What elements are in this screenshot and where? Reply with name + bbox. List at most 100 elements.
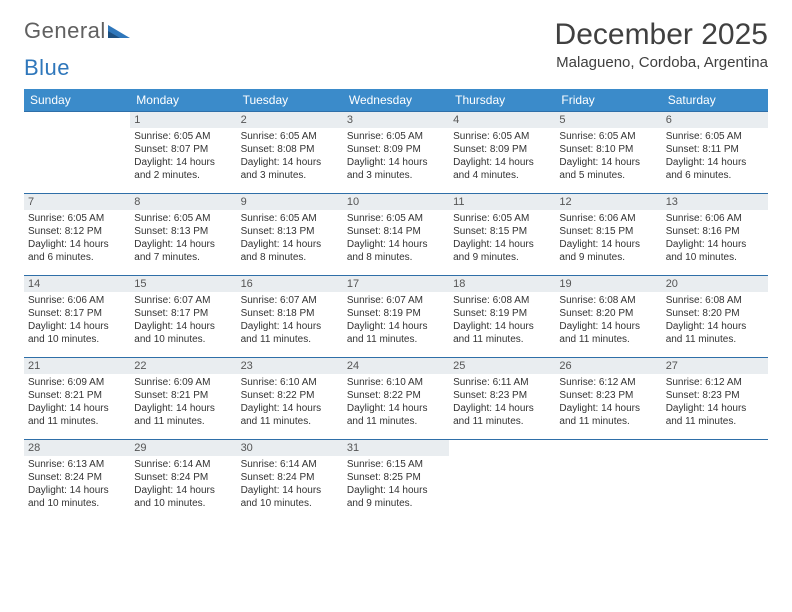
daylight-text-2: and 2 minutes. (134, 169, 232, 182)
day-cell: 11Sunrise: 6:05 AMSunset: 8:15 PMDayligh… (449, 194, 555, 276)
daylight-text-2: and 9 minutes. (347, 497, 445, 510)
sunrise-text: Sunrise: 6:05 AM (666, 130, 764, 143)
day-number: 27 (662, 358, 768, 374)
sunrise-text: Sunrise: 6:08 AM (559, 294, 657, 307)
day-cell (555, 440, 661, 522)
day-number: 15 (130, 276, 236, 292)
sunrise-text: Sunrise: 6:05 AM (134, 212, 232, 225)
day-cell: 17 Sunrise: 6:07 AMSunset: 8:19 PMDayligh… (343, 276, 449, 358)
sunset-text: Sunset: 8:22 PM (241, 389, 339, 402)
sunset-text: Sunset: 8:15 PM (453, 225, 551, 238)
sunset-text: Sunset: 8:20 PM (559, 307, 657, 320)
sunrise-text: Sunrise: 6:05 AM (347, 130, 445, 143)
sunrise-text: Sunrise: 6:06 AM (559, 212, 657, 225)
day-number: 11 (449, 194, 555, 210)
daylight-text-2: and 6 minutes. (28, 251, 126, 264)
daylight-text-1: Daylight: 14 hours (134, 320, 232, 333)
sunrise-text: Sunrise: 6:08 AM (666, 294, 764, 307)
daylight-text-1: Daylight: 14 hours (241, 484, 339, 497)
day-cell: 28Sunrise: 6:13 AMSunset: 8:24 PMDayligh… (24, 440, 130, 522)
week-row: 7Sunrise: 6:05 AMSunset: 8:12 PMDaylight… (24, 194, 768, 276)
day-cell: 12Sunrise: 6:06 AMSunset: 8:15 PMDayligh… (555, 194, 661, 276)
daylight-text-1: Daylight: 14 hours (453, 320, 551, 333)
sunset-text: Sunset: 8:09 PM (453, 143, 551, 156)
day-cell: 18Sunrise: 6:08 AMSunset: 8:19 PMDayligh… (449, 276, 555, 358)
sunrise-text: Sunrise: 6:07 AM (347, 294, 445, 307)
day-number: 8 (130, 194, 236, 210)
day-number: 12 (555, 194, 661, 210)
daylight-text-1: Daylight: 14 hours (666, 238, 764, 251)
day-cell: 20Sunrise: 6:08 AMSunset: 8:20 PMDayligh… (662, 276, 768, 358)
daylight-text-1: Daylight: 14 hours (559, 238, 657, 251)
daylight-text-1: Daylight: 14 hours (347, 320, 445, 333)
dayheader-thursday: Thursday (449, 89, 555, 112)
sunset-text: Sunset: 8:11 PM (666, 143, 764, 156)
sunset-text: Sunset: 8:21 PM (134, 389, 232, 402)
day-cell: 16Sunrise: 6:07 AMSunset: 8:18 PMDayligh… (237, 276, 343, 358)
sunrise-text: Sunrise: 6:10 AM (241, 376, 339, 389)
daylight-text-2: and 8 minutes. (241, 251, 339, 264)
sunrise-text: Sunrise: 6:09 AM (28, 376, 126, 389)
day-cell: 21 Sunrise: 6:09 AMSunset: 8:21 PMDayligh… (24, 358, 130, 440)
day-cell: 15Sunrise: 6:07 AMSunset: 8:17 PMDayligh… (130, 276, 236, 358)
daylight-text-1: Daylight: 14 hours (28, 402, 126, 415)
sunset-text: Sunset: 8:12 PM (28, 225, 126, 238)
daylight-text-2: and 7 minutes. (134, 251, 232, 264)
day-cell: 23Sunrise: 6:10 AMSunset: 8:22 PMDayligh… (237, 358, 343, 440)
sunset-text: Sunset: 8:14 PM (347, 225, 445, 238)
daylight-text-1: Daylight: 14 hours (28, 484, 126, 497)
daylight-text-1: Daylight: 14 hours (559, 156, 657, 169)
sunrise-text: Sunrise: 6:12 AM (666, 376, 764, 389)
daylight-text-2: and 6 minutes. (666, 169, 764, 182)
calendar-page: General December 2025 Malagueno, Cordoba… (0, 0, 792, 540)
daylight-text-1: Daylight: 14 hours (134, 156, 232, 169)
daylight-text-2: and 10 minutes. (134, 333, 232, 346)
day-number: 14 (24, 276, 130, 292)
daylight-text-2: and 11 minutes. (347, 333, 445, 346)
brand-part2: Blue (24, 55, 70, 81)
sunrise-text: Sunrise: 6:05 AM (453, 130, 551, 143)
daylight-text-1: Daylight: 14 hours (134, 484, 232, 497)
day-number: 13 (662, 194, 768, 210)
daylight-text-2: and 11 minutes. (347, 415, 445, 428)
sunset-text: Sunset: 8:13 PM (241, 225, 339, 238)
daylight-text-2: and 11 minutes. (241, 333, 339, 346)
daylight-text-1: Daylight: 14 hours (666, 156, 764, 169)
sunset-text: Sunset: 8:21 PM (28, 389, 126, 402)
day-number: 17 (343, 276, 449, 292)
daylight-text-2: and 11 minutes. (134, 415, 232, 428)
day-number: 21 (24, 358, 130, 374)
day-header-row: Sunday Monday Tuesday Wednesday Thursday… (24, 89, 768, 112)
day-number: 30 (237, 440, 343, 456)
daylight-text-2: and 11 minutes. (241, 415, 339, 428)
daylight-text-2: and 8 minutes. (347, 251, 445, 264)
day-cell: 14Sunrise: 6:06 AMSunset: 8:17 PMDayligh… (24, 276, 130, 358)
sunrise-text: Sunrise: 6:06 AM (666, 212, 764, 225)
daylight-text-2: and 11 minutes. (559, 415, 657, 428)
daylight-text-1: Daylight: 14 hours (241, 238, 339, 251)
day-cell: 9Sunrise: 6:05 AMSunset: 8:13 PMDaylight… (237, 194, 343, 276)
daylight-text-2: and 11 minutes. (453, 415, 551, 428)
day-cell: 5Sunrise: 6:05 AMSunset: 8:10 PMDaylight… (555, 112, 661, 194)
daylight-text-2: and 10 minutes. (28, 333, 126, 346)
sunset-text: Sunset: 8:16 PM (666, 225, 764, 238)
day-number: 28 (24, 440, 130, 456)
calendar-head: Sunday Monday Tuesday Wednesday Thursday… (24, 89, 768, 112)
day-cell: 19Sunrise: 6:08 AMSunset: 8:20 PMDayligh… (555, 276, 661, 358)
sunset-text: Sunset: 8:24 PM (28, 471, 126, 484)
week-row: 1Sunrise: 6:05 AMSunset: 8:07 PMDaylight… (24, 112, 768, 194)
sunset-text: Sunset: 8:09 PM (347, 143, 445, 156)
day-number: 1 (130, 112, 236, 128)
sunset-text: Sunset: 8:17 PM (134, 307, 232, 320)
sunset-text: Sunset: 8:19 PM (347, 307, 445, 320)
daylight-text-2: and 9 minutes. (559, 251, 657, 264)
sunset-text: Sunset: 8:22 PM (347, 389, 445, 402)
sunrise-text: Sunrise: 6:10 AM (347, 376, 445, 389)
sunset-text: Sunset: 8:10 PM (559, 143, 657, 156)
day-cell: 10Sunrise: 6:05 AMSunset: 8:14 PMDayligh… (343, 194, 449, 276)
dayheader-monday: Monday (130, 89, 236, 112)
day-cell: 24Sunrise: 6:10 AMSunset: 8:22 PMDayligh… (343, 358, 449, 440)
sunrise-text: Sunrise: 6:14 AM (241, 458, 339, 471)
sunrise-text: Sunrise: 6:05 AM (134, 130, 232, 143)
dayheader-friday: Friday (555, 89, 661, 112)
